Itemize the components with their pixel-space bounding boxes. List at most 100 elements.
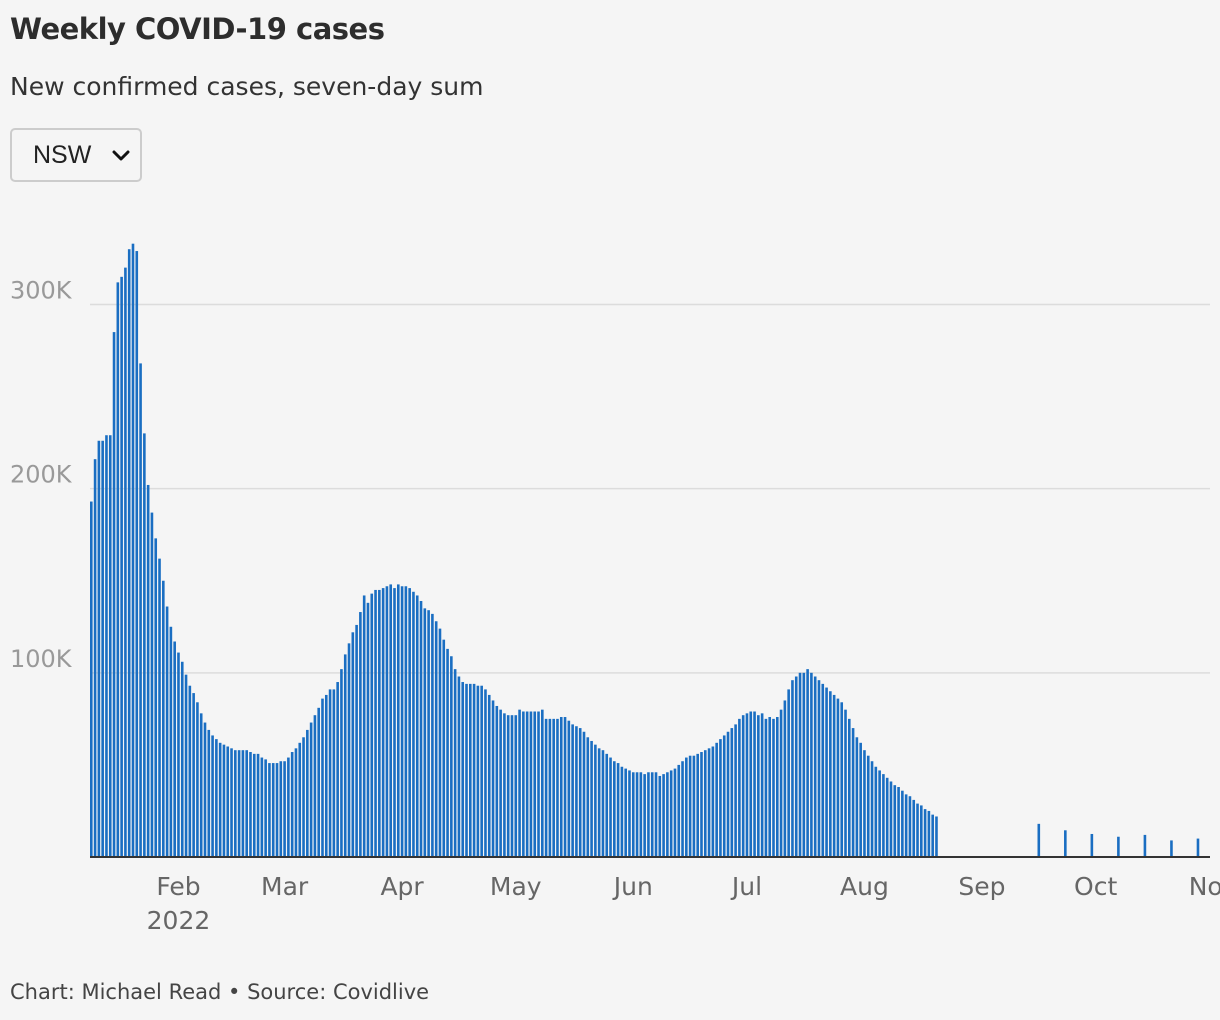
state-select[interactable]: NSW xyxy=(10,128,142,182)
daily-bar xyxy=(347,643,351,857)
daily-bar xyxy=(215,739,218,857)
weekly-bar xyxy=(1196,838,1200,857)
daily-bar xyxy=(199,713,203,857)
daily-bar xyxy=(757,715,760,857)
daily-bar xyxy=(749,711,753,857)
daily-bar xyxy=(476,685,480,857)
daily-bar xyxy=(518,709,521,857)
daily-bar xyxy=(613,761,616,857)
daily-bar xyxy=(772,718,775,857)
x-tick-label: Sep xyxy=(958,872,1005,901)
chart-subtitle: New confirmed cases, seven-day sum xyxy=(10,72,484,101)
daily-bars xyxy=(90,243,938,858)
daily-bar xyxy=(760,713,764,857)
daily-bar xyxy=(328,689,332,857)
daily-bar xyxy=(628,770,631,857)
daily-bar xyxy=(639,772,643,857)
daily-bar xyxy=(461,682,465,857)
daily-bar xyxy=(794,676,798,857)
daily-bar xyxy=(135,251,139,857)
daily-bar xyxy=(396,584,400,857)
daily-bar xyxy=(180,661,184,857)
daily-bar xyxy=(688,755,692,857)
daily-bar xyxy=(442,639,446,857)
daily-bar xyxy=(722,735,726,857)
daily-bar xyxy=(783,700,787,857)
daily-bar xyxy=(753,711,756,857)
daily-bar xyxy=(393,588,396,857)
daily-bar xyxy=(226,746,230,857)
daily-bar xyxy=(302,737,305,857)
daily-bar xyxy=(582,731,586,857)
daily-bar xyxy=(533,711,537,857)
daily-bar xyxy=(544,718,548,857)
daily-bar xyxy=(412,591,415,857)
weekly-bar xyxy=(1090,833,1094,857)
daily-bar xyxy=(378,589,381,857)
daily-bar xyxy=(271,763,275,857)
daily-bar xyxy=(889,781,893,857)
daily-bar xyxy=(825,687,828,857)
daily-bar xyxy=(764,718,768,857)
daily-bar xyxy=(578,728,582,857)
daily-bar xyxy=(798,672,802,857)
daily-bar xyxy=(120,276,123,857)
daily-bar xyxy=(491,700,495,857)
daily-bar xyxy=(885,777,889,857)
daily-bar xyxy=(738,718,741,857)
daily-bar xyxy=(343,654,347,857)
daily-bar xyxy=(446,648,449,857)
daily-bar xyxy=(537,711,540,857)
daily-bar xyxy=(870,761,874,857)
daily-bar xyxy=(131,243,135,857)
daily-bar xyxy=(779,709,783,857)
daily-bar xyxy=(370,593,374,857)
daily-bar xyxy=(355,624,358,857)
daily-bar xyxy=(192,693,195,857)
daily-bar xyxy=(268,763,271,857)
daily-bar xyxy=(472,683,476,857)
daily-bar xyxy=(806,669,809,857)
daily-bar xyxy=(666,772,669,857)
daily-bar xyxy=(438,628,442,857)
x-tick-label: Mar xyxy=(261,872,309,901)
daily-bar xyxy=(912,799,916,857)
daily-bar xyxy=(279,761,283,857)
daily-bar xyxy=(169,626,173,857)
daily-bar xyxy=(324,694,328,857)
daily-bar xyxy=(404,586,408,857)
daily-bar xyxy=(203,722,207,857)
daily-bar xyxy=(692,755,696,857)
daily-bar xyxy=(101,440,104,857)
daily-bar xyxy=(605,753,609,857)
daily-bar xyxy=(741,715,745,857)
y-tick-label: 100K xyxy=(10,645,73,673)
daily-bar xyxy=(105,435,108,857)
daily-bar xyxy=(275,763,279,857)
daily-bar xyxy=(541,709,544,857)
daily-bar xyxy=(882,774,885,857)
x-tick-label: Aug xyxy=(840,872,889,901)
daily-bar xyxy=(650,772,654,857)
daily-bar xyxy=(916,803,919,857)
daily-bar xyxy=(415,595,419,857)
daily-bar xyxy=(165,606,169,857)
daily-bar xyxy=(112,332,116,857)
daily-bar xyxy=(381,588,385,857)
daily-bar xyxy=(484,689,487,857)
daily-bar xyxy=(283,761,286,857)
daily-bar xyxy=(923,809,927,857)
daily-bar xyxy=(677,764,681,857)
daily-bar xyxy=(400,586,404,857)
daily-bar xyxy=(556,718,559,857)
daily-bar xyxy=(848,718,851,857)
daily-bar xyxy=(340,669,343,857)
daily-bar xyxy=(586,737,590,857)
daily-bar xyxy=(594,744,597,857)
daily-bar xyxy=(264,759,267,857)
daily-bar xyxy=(548,718,552,857)
daily-bar xyxy=(874,766,878,857)
daily-bar xyxy=(427,610,430,857)
daily-bar xyxy=(453,669,457,857)
x-axis-tick-labels: Feb 2022 Mar Apr May Jun Jul Aug Sep Oct Nov xyxy=(147,872,1220,935)
